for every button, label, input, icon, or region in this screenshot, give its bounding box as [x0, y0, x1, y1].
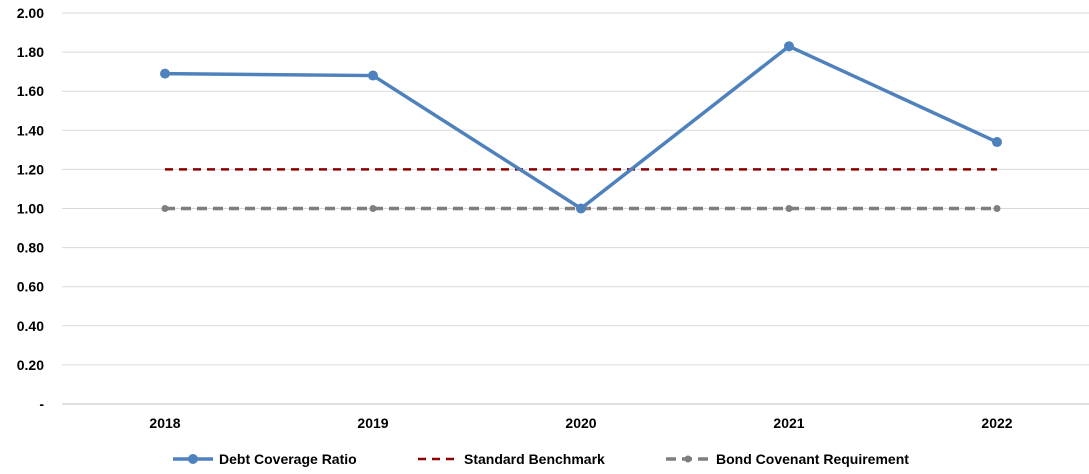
- y-tick-label: 1.20: [17, 161, 44, 177]
- y-tick-label: 1.40: [17, 122, 44, 138]
- legend: Debt Coverage Ratio Standard Benchmark Bon…: [173, 451, 909, 467]
- x-tick-label: 2019: [357, 415, 388, 431]
- x-tick-label: 2021: [773, 415, 804, 431]
- legend-label: Debt Coverage Ratio: [219, 451, 357, 467]
- y-tick-label: 1.60: [17, 83, 44, 99]
- y-tick-label: 1.00: [17, 201, 44, 217]
- y-tick-label: 2.00: [17, 5, 44, 21]
- data-point: [784, 41, 794, 52]
- y-tick-label: 0.80: [17, 240, 44, 256]
- y-tick-label: 0.40: [17, 318, 44, 334]
- data-point: [785, 205, 793, 212]
- data-point: [161, 205, 169, 212]
- legend-label: Bond Covenant Requirement: [716, 451, 909, 467]
- series-group: [160, 41, 1002, 214]
- legend-item: Bond Covenant Requirement: [666, 451, 909, 467]
- legend-item: Standard Benchmark: [418, 451, 605, 467]
- y-tick-label: 0.60: [17, 279, 44, 295]
- data-point: [993, 205, 1001, 212]
- series-line: [164, 44, 998, 211]
- legend-swatch-marker: [188, 454, 198, 464]
- x-tick-label: 2018: [149, 415, 180, 431]
- y-axis-tick-labels: - 0.20 0.40 0.60 0.80 1.00 1.20 1.40 1.60 1.80 2.0…: [17, 5, 45, 412]
- data-point: [369, 205, 377, 212]
- y-tick-label: 1.80: [17, 44, 44, 60]
- legend-swatch-marker: [684, 455, 692, 463]
- data-point: [160, 68, 170, 79]
- legend-label: Standard Benchmark: [464, 451, 605, 467]
- data-point: [576, 203, 586, 214]
- legend-item: Debt Coverage Ratio: [173, 451, 357, 467]
- x-tick-label: 2022: [981, 415, 1012, 431]
- x-tick-label: 2020: [565, 415, 596, 431]
- x-axis-tick-labels: 2018 2019 2020 2021 2022: [149, 415, 1012, 431]
- series-debt-coverage-ratio: [160, 41, 1002, 214]
- data-point: [368, 70, 378, 81]
- y-tick-label: -: [39, 396, 44, 412]
- y-tick-label: 0.20: [17, 357, 44, 373]
- data-point: [992, 137, 1002, 148]
